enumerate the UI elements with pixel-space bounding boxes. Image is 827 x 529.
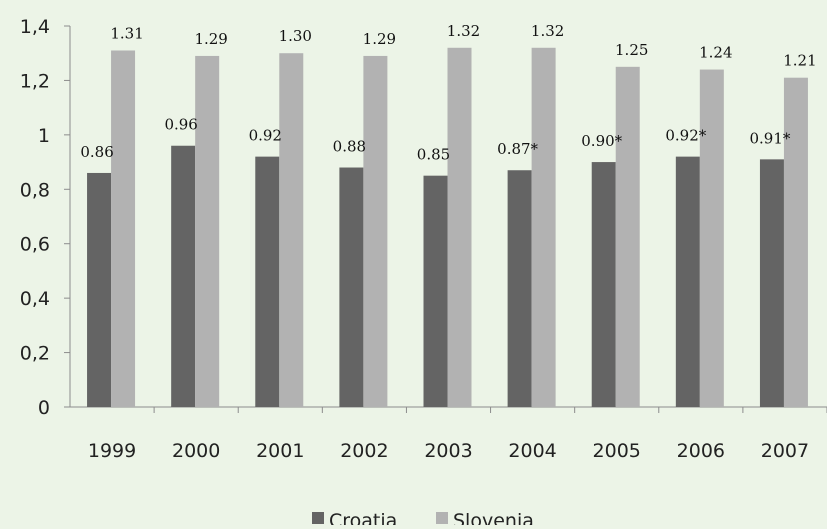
data-label-slovenia: 1.32 <box>447 22 480 40</box>
legend-swatch-croatia <box>312 512 324 524</box>
data-label-slovenia: 1.24 <box>699 44 732 62</box>
data-label-slovenia: 1.30 <box>279 27 312 45</box>
legend-label-croatia: Croatia <box>329 510 397 525</box>
data-label-slovenia: 1.25 <box>615 41 648 59</box>
y-tick-label: 1,4 <box>20 16 50 38</box>
bar-croatia <box>591 162 616 407</box>
bar-slovenia <box>531 47 556 408</box>
x-tick-label: 2002 <box>340 440 388 462</box>
bar-slovenia <box>447 47 472 408</box>
y-tick-label: 0,8 <box>20 179 50 201</box>
bar-croatia <box>423 175 448 407</box>
data-label-slovenia: 1.29 <box>194 30 227 48</box>
bar-slovenia <box>195 55 220 407</box>
x-tick-label: 2003 <box>424 440 472 462</box>
data-label-slovenia: 1.31 <box>110 24 143 42</box>
legend-label-slovenia: Slovenia <box>453 510 534 525</box>
data-label-croatia: 0.91* <box>749 129 790 147</box>
data-label-croatia: 0.92 <box>249 127 282 145</box>
y-tick-label: 0,6 <box>20 234 50 256</box>
y-tick-label: 0,4 <box>20 288 50 310</box>
bar-slovenia <box>699 69 724 408</box>
x-axis-labels: 1999 2000 2001 2002 2003 2004 2005 2006 2007 <box>88 440 809 462</box>
x-tick-label: 2000 <box>172 440 220 462</box>
x-tick-label: 2001 <box>256 440 304 462</box>
x-tick-label: 2004 <box>508 440 556 462</box>
data-label-croatia: 0.87* <box>497 140 538 158</box>
bar-slovenia <box>111 50 136 407</box>
bar-croatia <box>171 145 196 407</box>
y-tick-label: 0 <box>38 397 50 419</box>
x-tick-label: 1999 <box>88 440 136 462</box>
bar-croatia <box>87 172 112 407</box>
bar-croatia <box>507 170 532 407</box>
data-label-slovenia: 1.21 <box>783 52 816 70</box>
bar-croatia <box>339 167 364 407</box>
data-label-croatia: 0.90* <box>581 132 622 150</box>
legend-swatch-slovenia <box>436 512 448 524</box>
y-tick-label: 1 <box>38 125 50 147</box>
bar-croatia <box>255 156 280 407</box>
chart-data-labels: 0.86 1.31 0.96 1.29 0.92 1.30 0.88 1.29 0.85 1.32… <box>80 22 816 164</box>
bar-slovenia <box>363 55 388 407</box>
data-label-slovenia: 1.32 <box>531 22 564 40</box>
chart-legend: Croatia Slovenia <box>312 510 534 529</box>
bar-slovenia <box>279 53 304 407</box>
data-label-croatia: 0.92* <box>665 127 706 145</box>
data-label-croatia: 0.85 <box>417 146 450 164</box>
data-label-slovenia: 1.29 <box>363 30 396 48</box>
bar-croatia <box>675 156 700 407</box>
bar-slovenia <box>615 66 640 408</box>
y-tick-label: 1,2 <box>20 70 50 92</box>
x-tick-label: 2007 <box>761 440 809 462</box>
chart-bars <box>87 47 808 408</box>
data-label-croatia: 0.88 <box>333 138 366 156</box>
bar-croatia <box>759 159 784 407</box>
y-tick-label: 0,2 <box>20 343 50 365</box>
data-label-croatia: 0.96 <box>164 116 197 134</box>
x-tick-label: 2006 <box>677 440 725 462</box>
x-tick-label: 2005 <box>593 440 641 462</box>
data-label-croatia: 0.86 <box>80 143 113 161</box>
y-axis-labels: 0 0,2 0,4 0,6 0,8 1 1,2 1,4 <box>20 16 50 419</box>
bar-slovenia <box>783 77 808 407</box>
